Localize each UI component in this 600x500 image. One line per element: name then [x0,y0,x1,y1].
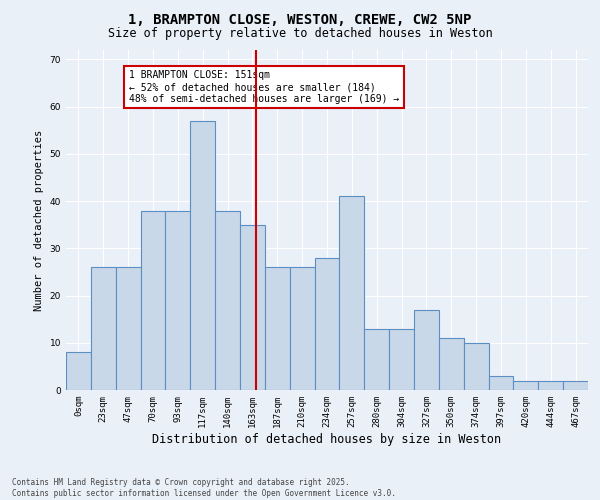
Bar [116,267,140,390]
Bar [414,310,439,390]
X-axis label: Distribution of detached houses by size in Weston: Distribution of detached houses by size … [152,432,502,446]
Bar [563,380,588,390]
Bar [265,267,290,390]
Bar [166,210,190,390]
Bar [439,338,464,390]
Bar [290,267,314,390]
Bar [389,328,414,390]
Bar [340,196,364,390]
Bar [314,258,340,390]
Bar [488,376,514,390]
Text: 1, BRAMPTON CLOSE, WESTON, CREWE, CW2 5NP: 1, BRAMPTON CLOSE, WESTON, CREWE, CW2 5N… [128,12,472,26]
Bar [514,380,538,390]
Bar [190,121,215,390]
Bar [240,224,265,390]
Text: Size of property relative to detached houses in Weston: Size of property relative to detached ho… [107,28,493,40]
Bar [538,380,563,390]
Bar [91,267,116,390]
Text: 1 BRAMPTON CLOSE: 151sqm
← 52% of detached houses are smaller (184)
48% of semi-: 1 BRAMPTON CLOSE: 151sqm ← 52% of detach… [128,70,399,104]
Bar [140,210,166,390]
Text: Contains HM Land Registry data © Crown copyright and database right 2025.
Contai: Contains HM Land Registry data © Crown c… [12,478,396,498]
Bar [364,328,389,390]
Bar [464,343,488,390]
Y-axis label: Number of detached properties: Number of detached properties [34,130,44,310]
Bar [66,352,91,390]
Bar [215,210,240,390]
